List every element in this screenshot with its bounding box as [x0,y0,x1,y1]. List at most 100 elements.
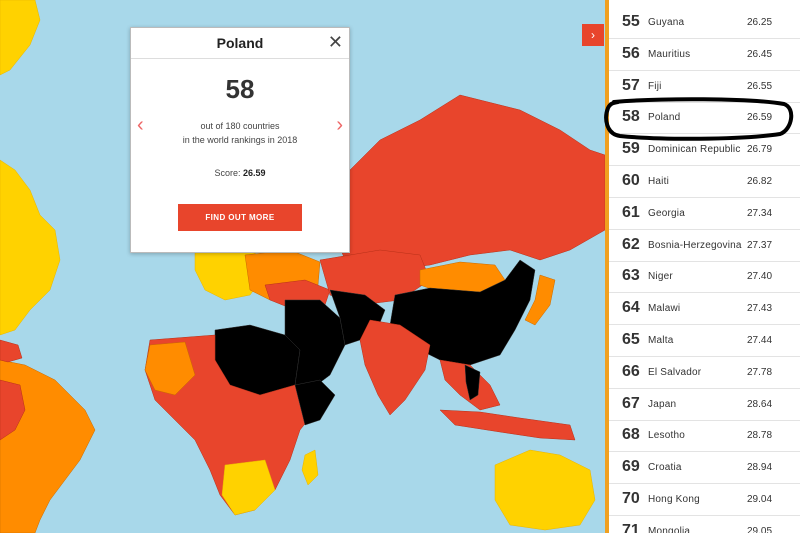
popup-header: Poland ✕ [131,28,349,59]
map-region-southern-africa[interactable] [221,459,276,516]
ranking-row[interactable]: 65 Malta 27.44 [609,326,800,357]
ranking-rank: 61 [622,203,640,221]
map-region-japan[interactable] [524,274,556,326]
ranking-rank: 59 [622,140,640,158]
chevron-right-icon: › [591,28,595,42]
ranking-row[interactable]: 66 El Salvador 27.78 [609,358,800,389]
highlight-circle [604,97,794,141]
map-region-south-america-red[interactable] [0,379,26,441]
ranking-country: Haiti [648,176,670,187]
map-region-russia[interactable] [334,94,605,276]
panel-toggle-button[interactable]: › [582,24,604,46]
ranking-rank: 58 [622,108,640,126]
map-region-vietnam[interactable] [464,364,481,401]
ranking-rank: 55 [622,13,640,30]
map-region-australia[interactable] [494,449,596,531]
ranking-row[interactable]: 68 Lesotho 28.78 [609,421,800,453]
ranking-rank: 60 [622,172,640,189]
ranking-row[interactable]: 58 Poland 26.59 [609,103,800,135]
ranking-score: 28.64 [747,398,773,410]
chevron-right-icon[interactable]: › [336,114,343,136]
ranking-rank: 65 [622,331,640,348]
map-region-north-america[interactable] [0,159,61,336]
map-region-indonesia[interactable] [439,409,576,441]
ranking-row[interactable]: 63 Niger 27.40 [609,262,800,294]
chevron-left-icon[interactable]: ‹ [137,114,144,136]
ranking-country: Dominican Republic [648,144,741,156]
ranking-country: Mongolia [648,525,691,533]
ranking-country: Georgia [648,207,685,219]
ranking-score: 27.40 [747,271,773,283]
ranking-score: 26.79 [747,144,773,156]
ranking-rank: 67 [622,394,640,412]
ranking-score: 27.78 [747,366,773,378]
ranking-score: 26.59 [747,112,773,124]
popup-rank: 58 [225,74,255,104]
popup-description-line2: in the world rankings in 2018 [182,135,298,145]
ranking-score: 26.25 [747,17,773,28]
ranking-row[interactable]: 56 Mauritius 26.45 [609,40,800,71]
ranking-country: Bosnia-Herzegovina [648,239,742,251]
ranking-row[interactable]: 60 Haiti 26.82 [609,167,800,198]
ranking-row[interactable]: 67 Japan 28.64 [609,390,800,421]
popup-title: Poland [216,35,264,51]
ranking-country: Japan [648,398,677,410]
ranking-row[interactable]: 55 Guyana 26.25 [609,8,800,39]
country-popup: Poland ✕ 58 ‹ › out of 180 countries in … [130,27,350,253]
ranking-row[interactable]: 59 Dominican Republic 26.79 [609,135,800,167]
popup-description-line1: out of 180 countries [200,121,280,131]
ranking-rank: 70 [622,490,640,507]
ranking-rank: 62 [622,235,640,253]
ranking-country: Guyana [648,17,685,28]
close-icon[interactable]: ✕ [327,32,343,52]
map-region-horn-africa[interactable] [294,379,336,426]
ranking-country: Lesotho [648,430,685,442]
map-region-madagascar[interactable] [301,449,319,486]
world-map-svg[interactable] [0,0,605,533]
ranking-row[interactable]: 62 Bosnia-Herzegovina 27.37 [609,231,800,262]
map-region-india[interactable] [359,319,431,416]
ranking-score: 26.82 [747,176,773,187]
map-region-central-america[interactable] [0,339,23,363]
popup-score: Score: 26.59 [131,168,349,178]
sidebar-rail [605,0,609,533]
ranking-score: 26.55 [747,80,773,92]
ranking-score: 29.05 [747,525,773,533]
ranking-row[interactable]: 64 Malawi 27.43 [609,294,800,326]
popup-score-value: 26.59 [243,168,266,178]
ranking-score: 29.04 [747,494,773,505]
ranking-score: 27.43 [747,303,773,315]
map-region-west-africa[interactable] [144,341,196,396]
ranking-rank: 66 [622,362,640,380]
ranking-rank: 69 [622,458,640,476]
popup-score-label: Score: [214,168,241,178]
ranking-score: 28.94 [747,462,773,474]
ranking-score: 27.37 [747,239,773,251]
ranking-country: Poland [648,112,681,124]
ranking-rank: 71 [622,521,640,533]
ranking-score: 27.44 [747,335,773,346]
ranking-row[interactable]: 71 Mongolia 29.05 [609,517,800,533]
ranking-row[interactable]: 70 Hong Kong 29.04 [609,485,800,516]
ranking-country: Hong Kong [648,494,700,505]
ranking-country: Mauritius [648,48,691,60]
ranking-score: 27.34 [747,207,773,219]
ranking-country: Croatia [648,462,682,474]
rankings-sidebar[interactable]: 55 Guyana 26.25 56 Mauritius 26.45 57 Fiji 26.55… [605,0,800,533]
ranking-rank: 64 [622,299,640,317]
ranking-row[interactable]: 57 Fiji 26.55 [609,72,800,103]
ranking-score: 26.45 [747,48,773,60]
ranking-rank: 57 [622,76,640,94]
ranking-row[interactable]: 69 Croatia 28.94 [609,453,800,485]
ranking-country: El Salvador [648,366,702,378]
ranking-country: Malta [648,335,674,346]
map-region-north-america-north[interactable] [0,0,41,76]
ranking-rank: 68 [622,426,640,444]
find-out-more-button[interactable]: FIND OUT MORE [178,204,302,231]
ranking-rank: 63 [622,267,640,285]
ranking-country: Fiji [648,80,662,92]
ranking-row[interactable]: 61 Georgia 27.34 [609,199,800,230]
ranking-country: Malawi [648,303,681,315]
ranking-rank: 56 [622,44,640,62]
ranking-score: 28.78 [747,430,773,442]
